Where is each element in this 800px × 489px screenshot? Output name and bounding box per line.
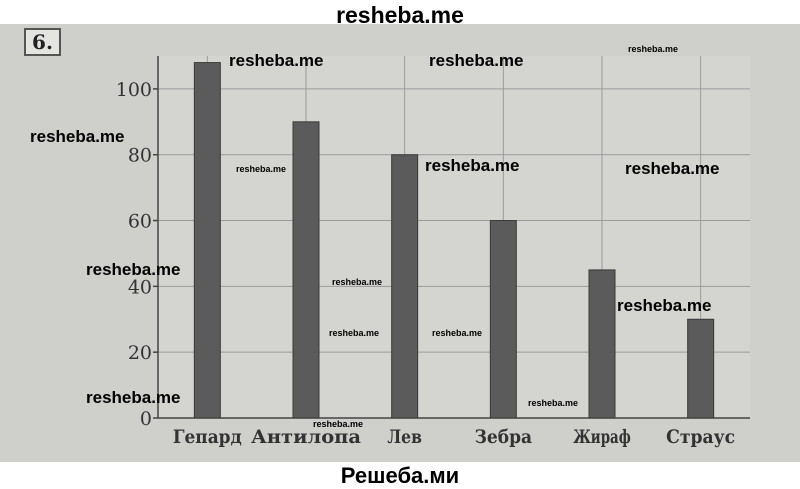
bar-4 [489, 220, 517, 419]
x-tick-label: Зебра [475, 426, 533, 448]
x-tick-label: Антилопа [251, 426, 361, 448]
bar-3 [391, 154, 419, 419]
y-tick-label: 80 [128, 145, 152, 167]
watermark-text: resheba.me [332, 277, 383, 287]
x-tick-label: Гепард [173, 426, 242, 448]
bar-2 [292, 121, 320, 419]
watermark-text: resheba.me [236, 164, 287, 174]
watermark-text: resheba.me [229, 51, 324, 70]
bar-1 [193, 62, 221, 419]
watermark-text: resheba.me [329, 328, 380, 338]
x-tick-label: Лев [387, 426, 422, 448]
watermark-text: resheba.me [432, 328, 483, 338]
bar-6 [687, 318, 715, 419]
plot-area [158, 56, 750, 418]
bar-5 [588, 269, 616, 419]
watermark-text: resheba.me [425, 156, 520, 175]
y-tick-label: 20 [128, 342, 152, 364]
y-tick-label: 60 [128, 211, 152, 233]
y-tick-label: 40 [128, 276, 152, 298]
site-header-brand: resheba.me [336, 2, 464, 28]
watermark-text: resheba.me [86, 388, 181, 407]
site-footer-brand: Решеба.ми [340, 463, 460, 488]
watermark-text: resheba.me [628, 44, 679, 54]
watermark-text: resheba.me [30, 127, 125, 146]
watermark-text: resheba.me [625, 159, 720, 178]
y-tick-label: 0 [140, 408, 152, 430]
y-tick-label: 100 [116, 79, 152, 101]
watermark-text: resheba.me [528, 398, 579, 408]
watermark-text: resheba.me [429, 51, 524, 70]
x-tick-label: Страус [666, 426, 735, 448]
x-tick-label: Жираф [573, 426, 631, 448]
problem-number: 6. [24, 28, 61, 56]
watermark-text: resheba.me [617, 296, 712, 315]
watermark-text: resheba.me [86, 260, 181, 279]
watermark-text: resheba.me [313, 419, 364, 429]
